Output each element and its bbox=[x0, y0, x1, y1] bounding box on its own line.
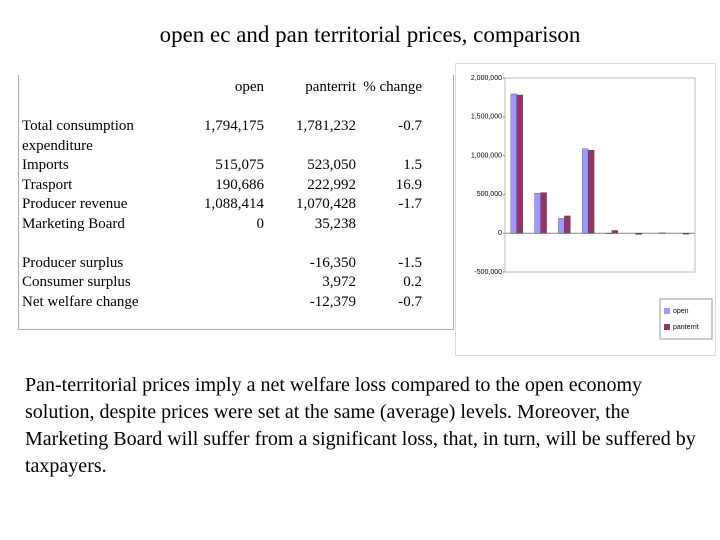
row: Consumer surplus 3,972 0.2 bbox=[22, 273, 422, 293]
row: Producer revenue 1,088,414 1,070,428 -1.7 bbox=[22, 195, 422, 215]
bar bbox=[635, 233, 642, 235]
slide-title: open ec and pan territorial prices, comp… bbox=[159, 22, 581, 47]
cell: 515,075 bbox=[215, 157, 264, 173]
legend-label: open bbox=[673, 308, 689, 315]
row-label: Net welfare change bbox=[22, 293, 139, 310]
y-tick-label: 500,000 bbox=[477, 191, 502, 198]
row: Net welfare change -12,379 -0.7 bbox=[22, 293, 422, 313]
cell: 35,238 bbox=[314, 215, 356, 232]
chart: -500,000 0 500,000 1,000,000 1,500,000 2,000,… bbox=[455, 63, 716, 356]
spacer bbox=[22, 234, 422, 254]
header-cell: % change bbox=[363, 79, 422, 95]
bar bbox=[510, 93, 518, 234]
row-label: Producer revenue bbox=[22, 196, 128, 212]
row: Total consumption expenditure 1,794,175 1,… bbox=[22, 117, 422, 156]
y-tick-label: -500,000 bbox=[474, 269, 502, 276]
bar bbox=[659, 232, 666, 234]
legend-label: panterrit bbox=[673, 324, 699, 331]
cell: 222,992 bbox=[307, 176, 356, 193]
header-row: open panterrit % change bbox=[22, 78, 422, 98]
cell bbox=[356, 215, 422, 235]
legend-box bbox=[659, 298, 713, 340]
plot-area bbox=[504, 77, 696, 273]
table: open panterrit % change Total consumption e… bbox=[22, 78, 422, 312]
cell: 16.9 bbox=[395, 176, 422, 193]
cell: -0.7 bbox=[398, 293, 422, 310]
cell: 190,686 bbox=[215, 176, 264, 193]
bar bbox=[558, 218, 565, 234]
cell: -1.5 bbox=[398, 254, 422, 271]
row-label: Trasport bbox=[22, 176, 73, 193]
bar bbox=[581, 148, 589, 234]
row: Producer surplus -16,350 -1.5 bbox=[22, 254, 422, 274]
header-cell bbox=[22, 78, 172, 98]
bar bbox=[611, 230, 619, 234]
cell: -0.7 bbox=[398, 118, 422, 134]
row: Marketing Board 0 35,238 bbox=[22, 215, 422, 235]
bar bbox=[605, 233, 613, 234]
cell: -1.7 bbox=[398, 196, 422, 212]
bar bbox=[587, 149, 595, 234]
cell: -16,350 bbox=[309, 254, 356, 271]
bar bbox=[564, 215, 571, 234]
spacer-row bbox=[22, 234, 422, 254]
legend-swatch bbox=[664, 308, 670, 314]
row: Imports 515,075 523,050 1.5 bbox=[22, 156, 422, 176]
header-cell: open bbox=[234, 79, 264, 95]
y-tick-label: 0 bbox=[498, 230, 502, 237]
bar bbox=[534, 193, 541, 234]
row-label: Total consumption expenditure bbox=[22, 118, 134, 154]
cell: -12,379 bbox=[309, 293, 356, 310]
cell: 523,050 bbox=[307, 157, 356, 173]
spacer-row bbox=[22, 98, 422, 118]
y-tick-label: 2,000,000 bbox=[471, 75, 502, 82]
cell bbox=[172, 293, 264, 313]
table-frame bbox=[18, 75, 454, 330]
spacer bbox=[22, 98, 422, 118]
y-tick-label: 1,000,000 bbox=[471, 152, 502, 159]
bar bbox=[682, 233, 690, 235]
header-cell: panterrit bbox=[305, 79, 356, 95]
paragraph: Pan-territorial prices imply a net welfa… bbox=[25, 374, 696, 477]
row-label: Marketing Board bbox=[22, 215, 125, 232]
cell: 0.2 bbox=[403, 274, 422, 290]
cell: 0 bbox=[256, 215, 265, 232]
cell: 1,781,232 bbox=[296, 118, 356, 134]
cell bbox=[172, 254, 264, 274]
y-tick-label: 1,500,000 bbox=[471, 114, 502, 121]
cell: 1,794,175 bbox=[204, 118, 264, 134]
row: Trasport 190,686 222,992 16.9 bbox=[22, 176, 422, 196]
row-label: Producer surplus bbox=[22, 254, 124, 271]
row-label: Imports bbox=[22, 157, 69, 173]
cell: 1.5 bbox=[403, 157, 422, 173]
bar bbox=[540, 192, 547, 234]
cell: 3,972 bbox=[322, 274, 356, 290]
row-label: Consumer surplus bbox=[22, 274, 131, 290]
bar bbox=[516, 94, 524, 234]
cell: 1,088,414 bbox=[204, 196, 264, 212]
cell bbox=[172, 273, 264, 293]
legend-swatch bbox=[664, 324, 670, 330]
cell: 1,070,428 bbox=[296, 196, 356, 212]
